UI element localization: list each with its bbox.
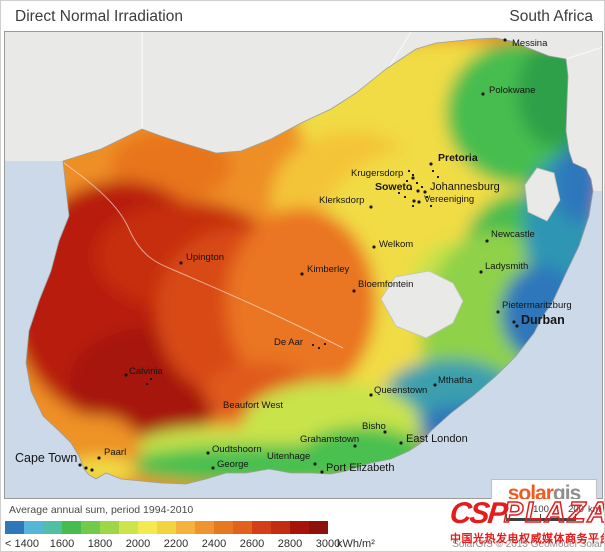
- legend-tick: < 1400: [5, 538, 39, 550]
- swaziland-enclave: [524, 167, 561, 222]
- legend-color-segment: [43, 521, 62, 534]
- legend-color-segment: [81, 521, 100, 534]
- map-title: Direct Normal Irradiation: [15, 8, 183, 25]
- legend-color-bar: [5, 521, 328, 534]
- legend-color-segment: [214, 521, 233, 534]
- legend-tick: 1600: [49, 538, 75, 550]
- copyright-text: SolarGIS © 2013 GeoModel Solar: [452, 539, 603, 550]
- south-africa-dni-map: solargis http://solargis.info: [4, 31, 603, 525]
- legend-color-segment: [138, 521, 157, 534]
- map-region: South Africa: [509, 8, 593, 25]
- title-bar: Direct Normal Irradiation South Africa: [1, 1, 604, 31]
- legend-tick-labels: < 1400 1600 1800 2000 2200 2400 2600 2800 3000 kW…: [1, 538, 604, 551]
- legend-title: Average annual sum, period 1994-2010: [9, 504, 194, 516]
- legend-tick: 2000: [125, 538, 151, 550]
- scale-bar-tick: 200: [568, 504, 584, 515]
- lesotho-enclave: [380, 270, 464, 339]
- scale-bar: 0 100 200 km: [503, 504, 604, 526]
- legend: Average annual sum, period 1994-2010 < 1…: [1, 499, 604, 551]
- legend-color-segment: [176, 521, 195, 534]
- legend-tick: 3000: [315, 538, 341, 550]
- legend-color-segment: [24, 521, 43, 534]
- legend-color-segment: [290, 521, 309, 534]
- legend-color-segment: [5, 521, 24, 534]
- solargis-logo-solar: solar: [507, 482, 554, 505]
- scale-bar-tick: 100: [533, 504, 549, 515]
- legend-color-segment: [157, 521, 176, 534]
- scale-bar-tick: 0: [503, 504, 509, 515]
- legend-tick: 2200: [163, 538, 189, 550]
- legend-tick: 2600: [239, 538, 265, 550]
- legend-tick: 2400: [201, 538, 227, 550]
- scale-bar-line: [506, 514, 576, 521]
- legend-tick: 1800: [87, 538, 113, 550]
- legend-color-segment: [233, 521, 252, 534]
- legend-color-segment: [62, 521, 81, 534]
- legend-color-segment: [119, 521, 138, 534]
- legend-color-segment: [309, 521, 328, 534]
- legend-tick: 2800: [277, 538, 303, 550]
- legend-color-segment: [195, 521, 214, 534]
- legend-color-segment: [100, 521, 119, 534]
- map-canvas: [5, 32, 602, 498]
- legend-color-segment: [271, 521, 290, 534]
- solargis-logo-gis: gis: [552, 482, 581, 505]
- legend-color-segment: [252, 521, 271, 534]
- legend-unit: kWh/m²: [337, 538, 375, 550]
- scale-bar-unit: km: [588, 504, 601, 515]
- solargis-logo-text: solargis: [492, 483, 596, 504]
